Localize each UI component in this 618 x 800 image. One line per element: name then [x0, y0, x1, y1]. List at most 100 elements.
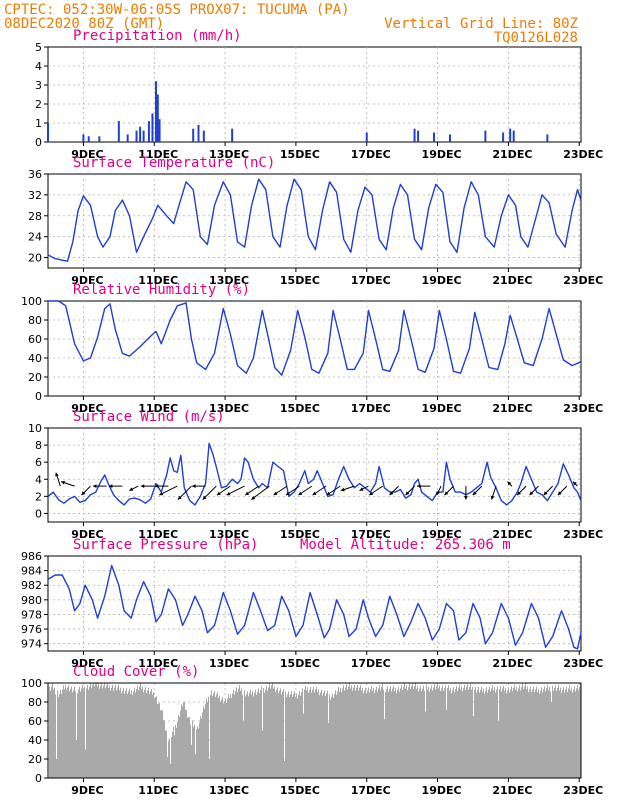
- cloud-bar: [425, 711, 426, 778]
- cloud-bar: [256, 694, 257, 778]
- cloud-bar: [362, 687, 363, 778]
- cloud-bar: [546, 687, 547, 778]
- cloud-bar: [90, 683, 91, 778]
- cloud-bar: [356, 687, 357, 778]
- cloud-bar: [176, 727, 177, 778]
- cloud-bar: [576, 688, 577, 778]
- wind-arrow: [251, 485, 270, 501]
- cloud-bar: [100, 685, 101, 778]
- cloud-bar: [128, 691, 129, 778]
- cloud-bar: [363, 693, 364, 778]
- cloud-bar: [529, 689, 530, 778]
- plot-frame: [47, 300, 582, 397]
- cloud-bar: [339, 691, 340, 778]
- cloud-bar: [316, 686, 317, 778]
- cloud-bar: [300, 695, 301, 778]
- cloud-bar: [201, 718, 202, 778]
- cloud-bar: [51, 686, 52, 778]
- cloud-bar: [536, 686, 537, 778]
- y-tick-label: 80: [28, 696, 42, 709]
- cloud-bar: [274, 686, 275, 778]
- cloud-bar: [99, 688, 100, 778]
- cloud-bar: [105, 688, 106, 778]
- precip-bar: [82, 134, 85, 142]
- cloud-bar: [109, 685, 110, 778]
- cloud-bar: [383, 689, 384, 778]
- cloud-bar: [473, 716, 474, 778]
- y-tick-label: 32: [28, 189, 42, 202]
- cloud-bar: [281, 694, 282, 778]
- cloud-bar: [151, 688, 152, 778]
- y-tick-label: 2: [35, 490, 42, 503]
- y-tick-label: 80: [28, 314, 42, 327]
- cloud-bar: [178, 715, 179, 778]
- cloud-bar: [482, 691, 483, 778]
- wind-arrow-head: [472, 491, 477, 496]
- cloud-bar: [270, 688, 271, 778]
- cloud-bar: [449, 690, 450, 778]
- cloud-bar: [177, 721, 178, 778]
- cloud-bar: [483, 688, 484, 778]
- cloud-bar: [189, 716, 190, 778]
- cloud-bar: [446, 709, 447, 778]
- cloud-bar: [182, 706, 183, 778]
- cloud-bar: [457, 690, 458, 778]
- cloud-bar: [206, 698, 207, 778]
- x-tick-label: 19DEC: [422, 402, 462, 415]
- cloud-bar: [119, 690, 120, 778]
- wind-arrow-head: [572, 481, 577, 486]
- cloud-bar: [297, 698, 298, 778]
- cloud-bar: [172, 732, 173, 778]
- y-tick-label: 978: [21, 608, 42, 621]
- cloud-bar: [506, 693, 507, 778]
- cloud-bar: [313, 686, 314, 778]
- cloud-bar: [67, 687, 68, 778]
- x-tick-label: 11DEC: [138, 274, 178, 287]
- x-tick-label: 19DEC: [422, 657, 462, 670]
- cloud-bar: [548, 689, 549, 778]
- wind-arrow-head: [81, 491, 86, 496]
- wind-arrow-head: [251, 495, 256, 500]
- precip-bar: [155, 81, 158, 142]
- cloud-bar: [124, 693, 125, 778]
- cloud-bar: [166, 731, 167, 778]
- cloud-bar: [118, 684, 119, 778]
- cloud-bar: [233, 689, 234, 778]
- cloud-bar: [212, 696, 213, 778]
- cloud-bar: [95, 683, 96, 778]
- y-tick-label: 5: [35, 41, 42, 54]
- cloud-bar: [228, 694, 229, 778]
- precip-bar: [192, 128, 195, 142]
- cloud-bar: [156, 696, 157, 778]
- cloud-bar: [460, 689, 461, 778]
- cloud-bar: [571, 687, 572, 778]
- cloud-bar: [301, 692, 302, 778]
- wind-arrow-head: [177, 495, 182, 500]
- cloud-bar: [248, 696, 249, 778]
- cloud-bar: [497, 686, 498, 778]
- cloud-bar: [491, 688, 492, 778]
- cloud-bar: [175, 725, 176, 778]
- wind-arrow-head: [326, 491, 331, 496]
- precip-bar: [98, 136, 101, 142]
- cloud-bar: [416, 688, 417, 778]
- cloud-bar: [557, 687, 558, 778]
- cloud-bar: [209, 759, 210, 778]
- wind-arrow-head: [192, 484, 196, 489]
- cloud-bar: [507, 690, 508, 778]
- wind-arrow-head: [298, 491, 303, 496]
- cloud-bar: [58, 696, 59, 778]
- cloud-bar: [420, 685, 421, 778]
- cloud-bar: [574, 686, 575, 778]
- cloud-bar: [579, 687, 580, 778]
- cloud-bar: [221, 699, 222, 778]
- cloud-bar: [376, 686, 377, 778]
- y-tick-label: 20: [28, 252, 42, 265]
- x-tick-label: 21DEC: [492, 274, 532, 287]
- x-tick-label: 23DEC: [563, 657, 603, 670]
- y-tick-label: 100: [21, 677, 42, 690]
- cloud-bar: [238, 688, 239, 778]
- cloud-bar: [330, 699, 331, 778]
- cloud-bar: [299, 691, 300, 778]
